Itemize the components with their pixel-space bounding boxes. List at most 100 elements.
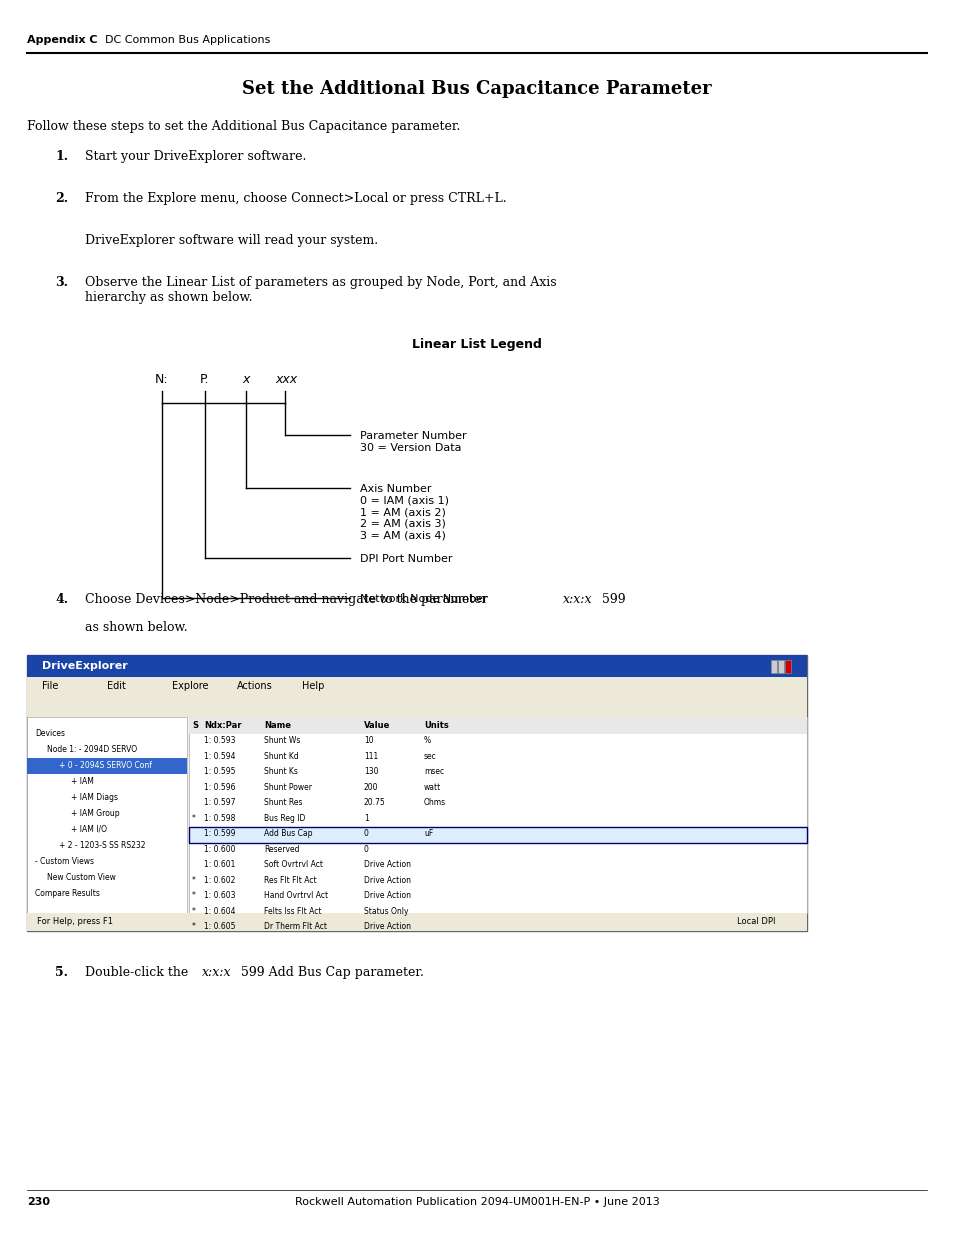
Text: Shunt Ws: Shunt Ws: [264, 736, 300, 745]
Text: 1: 0.595: 1: 0.595: [204, 767, 235, 777]
Text: 599 Add Bus Cap parameter.: 599 Add Bus Cap parameter.: [241, 966, 423, 979]
Text: uF: uF: [423, 829, 433, 839]
Text: 1: 1: [364, 814, 369, 823]
Text: x:x:x: x:x:x: [562, 593, 592, 606]
FancyBboxPatch shape: [778, 659, 783, 673]
Text: 1: 0.599: 1: 0.599: [204, 829, 235, 839]
Text: 20.75: 20.75: [364, 798, 385, 808]
Text: - Custom Views: - Custom Views: [35, 857, 94, 866]
Text: xxx: xxx: [274, 373, 296, 387]
Text: *: *: [192, 876, 195, 884]
Text: Soft Ovrtrvl Act: Soft Ovrtrvl Act: [264, 861, 323, 869]
Text: Actions: Actions: [236, 680, 273, 692]
Text: 1: 0.603: 1: 0.603: [204, 892, 235, 900]
FancyBboxPatch shape: [27, 695, 806, 718]
Text: *: *: [192, 923, 195, 931]
Text: New Custom View: New Custom View: [47, 873, 115, 882]
Text: Shunt Kd: Shunt Kd: [264, 752, 298, 761]
Text: Parameter Number
30 = Version Data: Parameter Number 30 = Version Data: [359, 431, 466, 452]
Text: Ohms: Ohms: [423, 798, 446, 808]
Text: Felts Iss Flt Act: Felts Iss Flt Act: [264, 906, 321, 915]
Text: 1: 0.600: 1: 0.600: [204, 845, 235, 853]
Text: Linear List Legend: Linear List Legend: [412, 338, 541, 351]
Text: P.: P.: [200, 373, 210, 387]
Text: N:: N:: [154, 373, 169, 387]
Text: Shunt Power: Shunt Power: [264, 783, 312, 792]
Text: Set the Additional Bus Capacitance Parameter: Set the Additional Bus Capacitance Param…: [242, 80, 711, 98]
Text: Network Node Number: Network Node Number: [359, 594, 487, 604]
FancyBboxPatch shape: [784, 659, 790, 673]
Text: DriveExplorer: DriveExplorer: [42, 661, 128, 671]
Text: msec: msec: [423, 767, 444, 777]
Text: sec: sec: [423, 752, 436, 761]
Text: DC Common Bus Applications: DC Common Bus Applications: [105, 35, 270, 44]
Text: Drive Action: Drive Action: [364, 923, 411, 931]
FancyBboxPatch shape: [27, 718, 187, 913]
FancyBboxPatch shape: [189, 827, 806, 842]
Text: Dr Therm Flt Act: Dr Therm Flt Act: [264, 923, 327, 931]
Text: Start your DriveExplorer software.: Start your DriveExplorer software.: [85, 149, 306, 163]
Text: Observe the Linear List of parameters as grouped by Node, Port, and Axis
hierarc: Observe the Linear List of parameters as…: [85, 275, 556, 304]
Text: 130: 130: [364, 767, 378, 777]
FancyBboxPatch shape: [189, 718, 806, 913]
Text: Name: Name: [264, 721, 291, 730]
Text: Drive Action: Drive Action: [364, 861, 411, 869]
FancyBboxPatch shape: [770, 659, 776, 673]
Text: Follow these steps to set the Additional Bus Capacitance parameter.: Follow these steps to set the Additional…: [27, 120, 460, 133]
FancyBboxPatch shape: [27, 677, 806, 695]
Text: + 0 - 2094S SERVO Conf: + 0 - 2094S SERVO Conf: [59, 761, 152, 769]
Text: 0: 0: [364, 829, 369, 839]
FancyBboxPatch shape: [27, 758, 187, 774]
Text: Drive Action: Drive Action: [364, 876, 411, 884]
Text: Drive Action: Drive Action: [364, 892, 411, 900]
Text: 0: 0: [364, 845, 369, 853]
Text: Edit: Edit: [107, 680, 126, 692]
Text: Shunt Ks: Shunt Ks: [264, 767, 297, 777]
Text: + IAM Group: + IAM Group: [71, 809, 119, 818]
Text: 5.: 5.: [55, 966, 68, 979]
Text: as shown below.: as shown below.: [85, 621, 188, 634]
Text: Devices: Devices: [35, 729, 65, 739]
Text: Explore: Explore: [172, 680, 209, 692]
Text: watt: watt: [423, 783, 441, 792]
Text: 1.: 1.: [55, 149, 68, 163]
Text: + IAM Diags: + IAM Diags: [71, 793, 118, 802]
FancyBboxPatch shape: [27, 655, 806, 677]
Text: 111: 111: [364, 752, 377, 761]
Text: Rockwell Automation Publication 2094-UM001H-EN-P • June 2013: Rockwell Automation Publication 2094-UM0…: [294, 1197, 659, 1207]
Text: Help: Help: [302, 680, 324, 692]
FancyBboxPatch shape: [27, 913, 806, 931]
Text: + 2 - 1203-S SS RS232: + 2 - 1203-S SS RS232: [59, 841, 148, 850]
Text: 4.: 4.: [55, 593, 68, 606]
Text: Value: Value: [364, 721, 390, 730]
Text: x: x: [242, 373, 249, 387]
Text: 200: 200: [364, 783, 378, 792]
Text: 1: 0.596: 1: 0.596: [204, 783, 235, 792]
Text: 599: 599: [601, 593, 625, 606]
Text: 1: 0.598: 1: 0.598: [204, 814, 235, 823]
Text: Bus Reg ID: Bus Reg ID: [264, 814, 305, 823]
Text: 230: 230: [27, 1197, 50, 1207]
Text: 1: 0.594: 1: 0.594: [204, 752, 235, 761]
Text: x:x:x: x:x:x: [202, 966, 232, 979]
Text: For Help, press F1: For Help, press F1: [37, 918, 112, 926]
Text: 1: 0.604: 1: 0.604: [204, 906, 235, 915]
Text: From the Explore menu, choose Connect>Local or press CTRL+L.: From the Explore menu, choose Connect>Lo…: [85, 191, 506, 205]
Text: Status Only: Status Only: [364, 906, 408, 915]
Text: Node 1: - 2094D SERVO: Node 1: - 2094D SERVO: [47, 745, 137, 755]
FancyBboxPatch shape: [27, 655, 806, 931]
Text: 3.: 3.: [55, 275, 68, 289]
Text: *: *: [192, 814, 195, 823]
Text: DPI Port Number: DPI Port Number: [359, 555, 452, 564]
Text: File: File: [42, 680, 58, 692]
Text: 1: 0.602: 1: 0.602: [204, 876, 235, 884]
Text: + IAM: + IAM: [71, 777, 93, 785]
Text: Res Flt Flt Act: Res Flt Flt Act: [264, 876, 316, 884]
Text: 1: 0.605: 1: 0.605: [204, 923, 235, 931]
Text: Compare Results: Compare Results: [35, 889, 100, 898]
Text: Reserved: Reserved: [264, 845, 299, 853]
FancyBboxPatch shape: [189, 718, 806, 734]
Text: %: %: [423, 736, 431, 745]
Text: 2.: 2.: [55, 191, 68, 205]
Text: + IAM I/O: + IAM I/O: [71, 825, 107, 834]
